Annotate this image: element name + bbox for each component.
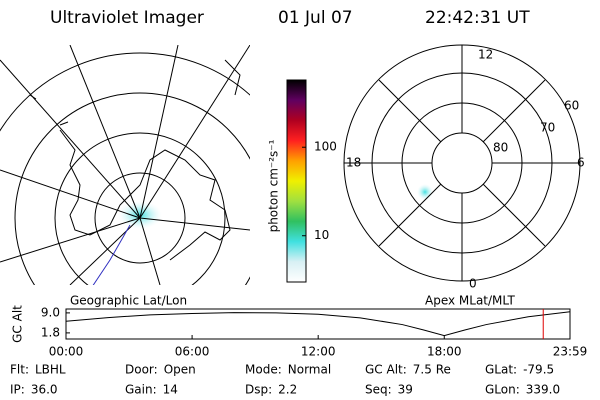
alt-plot: 9.0 1.8 00:00 06:00 12:00 18:00 23:59 [41, 305, 587, 358]
field-key: GLon: [485, 383, 520, 397]
field-value: 7.5 Re [413, 363, 451, 377]
field-value: 2.2 [278, 383, 297, 397]
footer: Flt: LBHL Door: Open Mode: Normal GC Alt: 7.5 R… [10, 363, 560, 397]
field-key: Mode: [245, 363, 282, 377]
x-tick-label: 06:00 [175, 345, 210, 359]
field-value: 39 [398, 383, 413, 397]
field-key: Seq: [365, 383, 392, 397]
field-value: 36.0 [31, 383, 58, 397]
colorbar-rect [286, 79, 307, 283]
colorbar: 10 100 [286, 79, 337, 283]
field-key: Gain: [125, 383, 157, 397]
x-tick-label: 12:00 [301, 345, 336, 359]
field-value: LBHL [35, 363, 66, 377]
lat-label: 60 [564, 99, 579, 113]
geo-map [0, 45, 250, 285]
lat-label: 80 [493, 141, 508, 155]
colorbar-tick-label: 10 [314, 228, 329, 242]
mlt-label: 12 [478, 48, 493, 62]
field-value: 339.0 [526, 383, 560, 397]
title: Ultraviolet Imager [50, 8, 204, 28]
x-tick-label: 00:00 [49, 345, 84, 359]
field-key: Flt: [10, 363, 29, 377]
y-tick-label: 9.0 [41, 305, 60, 319]
field-key: IP: [10, 383, 25, 397]
alt-curve [65, 311, 571, 337]
field-value: -79.5 [523, 363, 554, 377]
colorbar-label: photon cm⁻²s⁻¹ [267, 139, 281, 232]
field-value: 14 [163, 383, 178, 397]
alt-y-label: GC Alt [11, 305, 25, 343]
field-key: Door: [125, 363, 158, 377]
lat-label: 70 [540, 121, 555, 135]
field-key: GC Alt: [365, 363, 407, 377]
geo-label: Geographic Lat/Lon [70, 294, 187, 308]
colorbar-tick-label: 100 [314, 140, 337, 154]
field-key: Dsp: [245, 383, 272, 397]
field-key: GLat: [485, 363, 517, 377]
y-tick-label: 1.8 [41, 325, 60, 339]
field-value: Open [164, 363, 196, 377]
time: 22:42:31 UT [425, 8, 530, 28]
mlt-label: 6 [577, 156, 585, 170]
apex-label: Apex MLat/MLT [425, 294, 515, 308]
date: 01 Jul 07 [278, 8, 353, 28]
x-tick-label: 18:00 [427, 345, 462, 359]
mlt-label: 18 [346, 156, 361, 170]
apex-plot [343, 44, 581, 282]
x-tick-label: 23:59 [553, 345, 588, 359]
mlt-label: 0 [469, 277, 477, 291]
field-value: Normal [288, 363, 331, 377]
alt-frame [65, 308, 571, 340]
